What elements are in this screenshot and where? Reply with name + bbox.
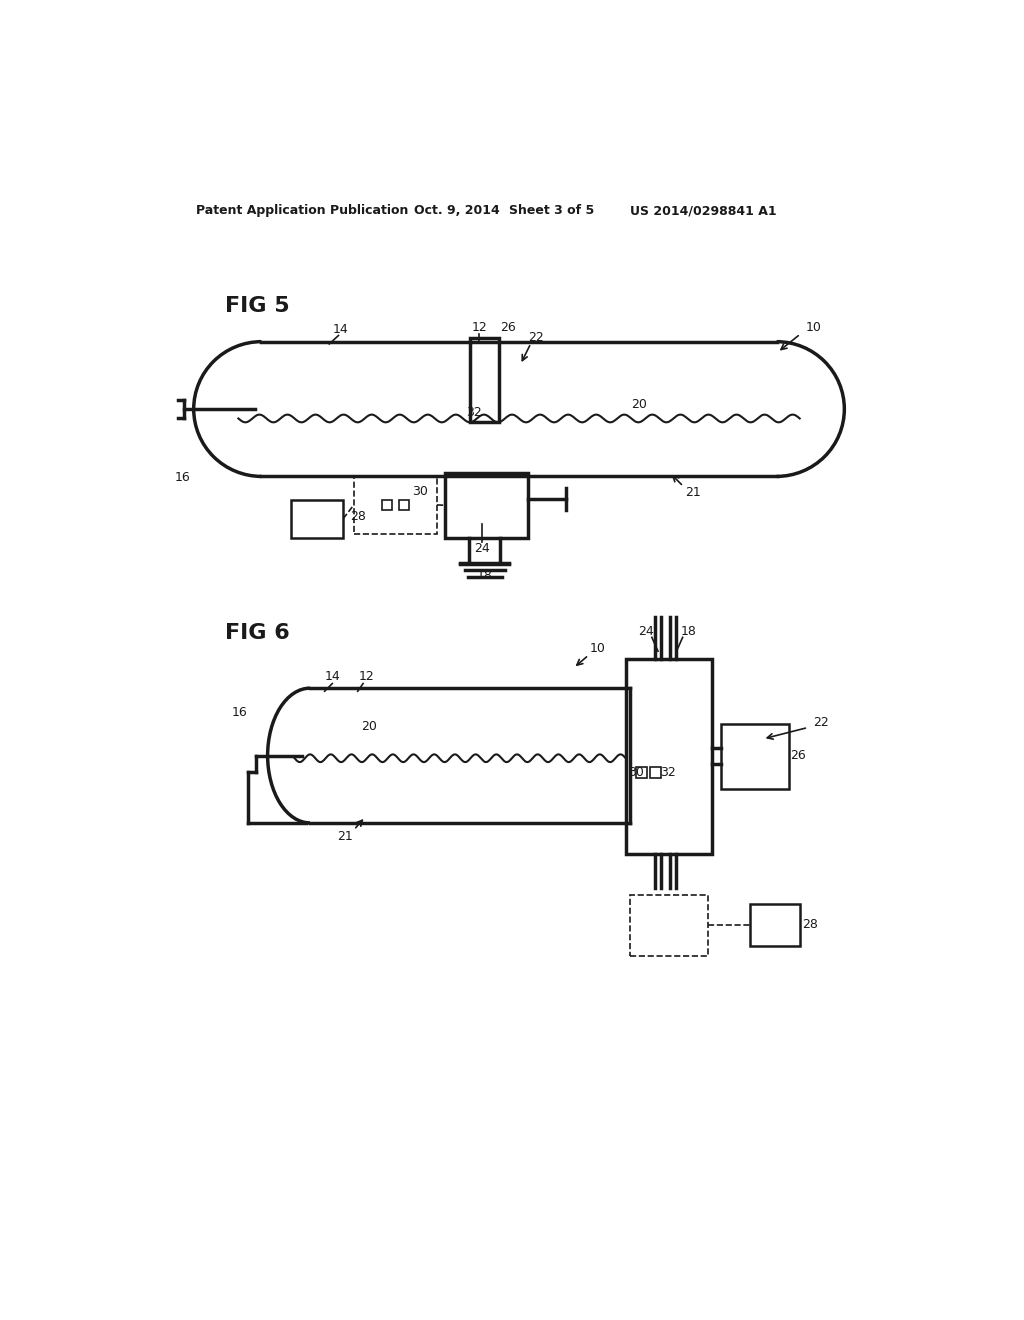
Text: 18: 18 xyxy=(681,624,696,638)
Text: Patent Application Publication: Patent Application Publication xyxy=(196,205,409,218)
Text: 16: 16 xyxy=(174,471,190,484)
Text: 14: 14 xyxy=(325,671,340,684)
Text: 14: 14 xyxy=(333,323,348,335)
Text: 10: 10 xyxy=(806,321,821,334)
Text: 22: 22 xyxy=(528,330,544,343)
Bar xyxy=(630,895,708,956)
Text: FIG 6: FIG 6 xyxy=(225,623,290,643)
Text: 28: 28 xyxy=(350,510,367,523)
Text: 26: 26 xyxy=(500,321,516,334)
Bar xyxy=(444,473,528,539)
Bar xyxy=(650,767,662,779)
Bar xyxy=(637,767,647,779)
Text: 26: 26 xyxy=(791,750,806,763)
Bar xyxy=(398,500,409,511)
Bar xyxy=(751,904,801,946)
Text: Oct. 9, 2014: Oct. 9, 2014 xyxy=(414,205,500,218)
Bar xyxy=(382,500,392,511)
Text: FIG 5: FIG 5 xyxy=(225,296,290,317)
Text: 30: 30 xyxy=(629,767,644,779)
Text: US 2014/0298841 A1: US 2014/0298841 A1 xyxy=(630,205,776,218)
Text: 21: 21 xyxy=(685,486,700,499)
Text: 10: 10 xyxy=(590,643,606,656)
Text: 21: 21 xyxy=(337,829,352,842)
Bar xyxy=(291,499,343,539)
Text: 28: 28 xyxy=(802,917,817,931)
Text: 12: 12 xyxy=(359,671,375,684)
Text: 18: 18 xyxy=(477,569,493,582)
Bar xyxy=(470,338,500,422)
Text: 32: 32 xyxy=(660,767,676,779)
Text: 12: 12 xyxy=(471,321,487,334)
Text: 20: 20 xyxy=(361,721,377,733)
Text: 24: 24 xyxy=(639,624,654,638)
Bar xyxy=(721,723,788,789)
Text: 30: 30 xyxy=(412,484,428,498)
Text: 24: 24 xyxy=(474,541,489,554)
Text: 16: 16 xyxy=(232,706,248,719)
Text: 32: 32 xyxy=(466,407,482,418)
Text: 20: 20 xyxy=(631,399,647,412)
Text: Sheet 3 of 5: Sheet 3 of 5 xyxy=(509,205,595,218)
Bar xyxy=(626,659,712,854)
Text: 22: 22 xyxy=(813,715,829,729)
Bar xyxy=(354,477,437,535)
